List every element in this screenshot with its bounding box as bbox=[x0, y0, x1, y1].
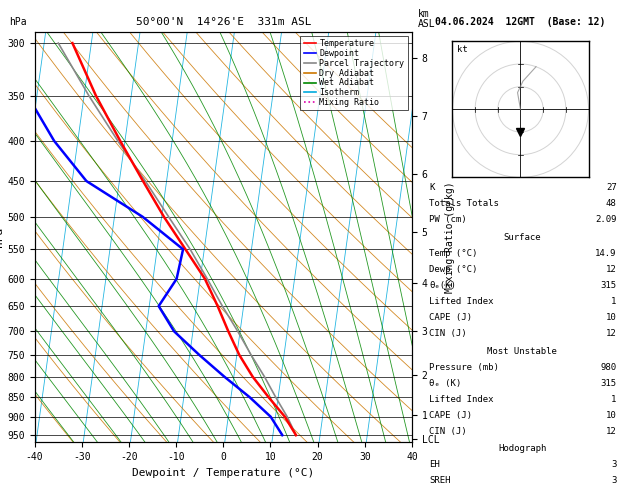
Y-axis label: hPa: hPa bbox=[0, 227, 4, 247]
Text: CIN (J): CIN (J) bbox=[430, 329, 467, 338]
Text: hPa: hPa bbox=[9, 17, 27, 27]
Text: Most Unstable: Most Unstable bbox=[487, 347, 557, 356]
Text: θₑ(K): θₑ(K) bbox=[430, 281, 457, 290]
Text: Surface: Surface bbox=[503, 233, 541, 242]
Text: CIN (J): CIN (J) bbox=[430, 427, 467, 436]
Text: 1: 1 bbox=[611, 297, 616, 306]
Text: Totals Totals: Totals Totals bbox=[430, 199, 499, 208]
Text: Pressure (mb): Pressure (mb) bbox=[430, 363, 499, 372]
Text: SREH: SREH bbox=[430, 476, 451, 486]
Text: θₑ (K): θₑ (K) bbox=[430, 379, 462, 388]
Text: Hodograph: Hodograph bbox=[498, 444, 546, 453]
Text: 27: 27 bbox=[606, 183, 616, 192]
Text: 12: 12 bbox=[606, 427, 616, 436]
Text: 3: 3 bbox=[611, 460, 616, 469]
Text: 14.9: 14.9 bbox=[595, 249, 616, 258]
Y-axis label: Mixing Ratio (g/kg): Mixing Ratio (g/kg) bbox=[445, 181, 455, 293]
Text: Lifted Index: Lifted Index bbox=[430, 395, 494, 404]
Text: 48: 48 bbox=[606, 199, 616, 208]
Text: km
ASL: km ASL bbox=[418, 9, 436, 29]
Text: 04.06.2024  12GMT  (Base: 12): 04.06.2024 12GMT (Base: 12) bbox=[435, 17, 606, 27]
Text: CAPE (J): CAPE (J) bbox=[430, 313, 472, 322]
Text: kt: kt bbox=[457, 45, 467, 54]
Text: 10: 10 bbox=[606, 411, 616, 420]
Text: 1: 1 bbox=[611, 395, 616, 404]
Text: 2.09: 2.09 bbox=[595, 215, 616, 225]
Text: 315: 315 bbox=[601, 379, 616, 388]
Text: 980: 980 bbox=[601, 363, 616, 372]
Text: Dewp (°C): Dewp (°C) bbox=[430, 265, 478, 274]
Text: 3: 3 bbox=[611, 476, 616, 486]
Text: 1: 1 bbox=[593, 273, 597, 279]
Text: 2: 2 bbox=[616, 273, 621, 279]
Text: 12: 12 bbox=[606, 329, 616, 338]
Text: CAPE (J): CAPE (J) bbox=[430, 411, 472, 420]
Text: Temp (°C): Temp (°C) bbox=[430, 249, 478, 258]
Legend: Temperature, Dewpoint, Parcel Trajectory, Dry Adiabat, Wet Adiabat, Isotherm, Mi: Temperature, Dewpoint, Parcel Trajectory… bbox=[300, 36, 408, 110]
X-axis label: Dewpoint / Temperature (°C): Dewpoint / Temperature (°C) bbox=[132, 468, 314, 478]
Text: 50°00'N  14°26'E  331m ASL: 50°00'N 14°26'E 331m ASL bbox=[135, 17, 311, 27]
Text: 12: 12 bbox=[606, 265, 616, 274]
Text: Lifted Index: Lifted Index bbox=[430, 297, 494, 306]
Text: 10: 10 bbox=[606, 313, 616, 322]
Text: EH: EH bbox=[430, 460, 440, 469]
Text: PW (cm): PW (cm) bbox=[430, 215, 467, 225]
Text: K: K bbox=[430, 183, 435, 192]
Text: 315: 315 bbox=[601, 281, 616, 290]
